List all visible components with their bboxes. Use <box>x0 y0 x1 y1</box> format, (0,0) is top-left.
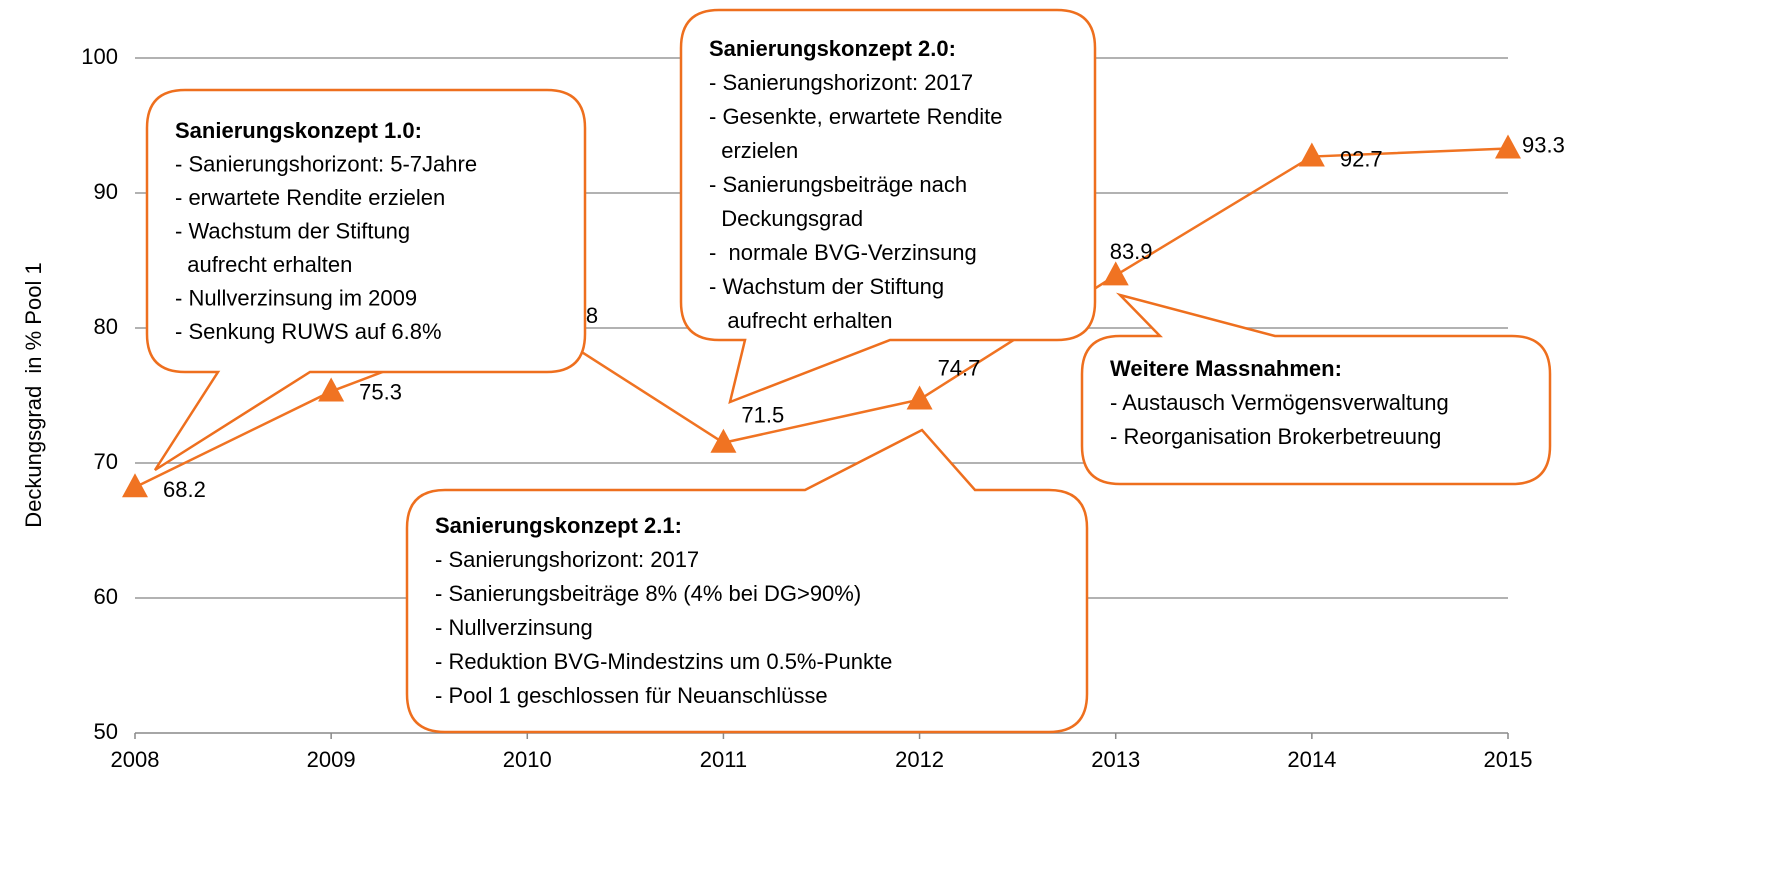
y-tick-label: 80 <box>94 314 118 339</box>
callout-line: - Sanierungshorizont: 2017 <box>435 547 699 572</box>
y-tick-label: 60 <box>94 584 118 609</box>
x-tick-label: 2015 <box>1484 747 1533 772</box>
callout-line: - Nullverzinsung <box>435 615 593 640</box>
callout-line: erzielen <box>709 138 798 163</box>
callout-line: aufrecht erhalten <box>709 308 892 333</box>
data-label: 74.7 <box>938 355 981 380</box>
callout-line: - Sanierungshorizont: 2017 <box>709 70 973 95</box>
x-tick-label: 2014 <box>1287 747 1336 772</box>
x-tick-label: 2012 <box>895 747 944 772</box>
y-axis-label: Deckungsgrad in % Pool 1 <box>21 262 46 527</box>
marker <box>1102 261 1129 286</box>
callout-line: - Reduktion BVG-Mindestzins um 0.5%-Punk… <box>435 649 892 674</box>
callout-line: - erwartete Rendite erzielen <box>175 185 445 210</box>
callout-title: Sanierungskonzept 1.0: <box>175 118 422 143</box>
callout-line: Deckungsgrad <box>709 206 863 231</box>
callout-line: - Wachstum der Stiftung <box>175 218 410 243</box>
marker <box>1495 134 1521 159</box>
series-line <box>134 147 1509 489</box>
callout-line: - normale BVG-Verzinsung <box>709 240 977 265</box>
marker <box>122 473 148 498</box>
callout-line: - Senkung RUWS auf 6.8% <box>175 319 442 344</box>
y-tick-label: 70 <box>94 449 118 474</box>
data-label: 75.3 <box>359 379 402 404</box>
callout-line: - Reorganisation Brokerbetreuung <box>1110 424 1441 449</box>
callout <box>1080 292 1552 486</box>
callout <box>679 8 1097 405</box>
data-label: 83.9 <box>1110 239 1153 264</box>
marker <box>906 385 933 410</box>
marker <box>710 428 737 453</box>
data-label: 71.5 <box>741 403 784 428</box>
data-label: 68.2 <box>163 477 206 502</box>
callout-title: Sanierungskonzept 2.0: <box>709 36 956 61</box>
callout-line: - Wachstum der Stiftung <box>709 274 944 299</box>
y-tick-label: 100 <box>81 44 118 69</box>
y-tick-label: 90 <box>94 179 118 204</box>
marker <box>1298 142 1325 167</box>
callout-line: - Nullverzinsung im 2009 <box>175 285 417 310</box>
x-tick-label: 2013 <box>1091 747 1140 772</box>
x-tick-label: 2010 <box>503 747 552 772</box>
x-tick-label: 2011 <box>700 747 747 772</box>
marker <box>318 377 345 402</box>
callout-line: - Gesenkte, erwartete Rendite <box>709 104 1002 129</box>
callout <box>405 428 1089 734</box>
callout-line: aufrecht erhalten <box>175 252 352 277</box>
callout <box>145 88 587 472</box>
callout-line: - Sanierungshorizont: 5-7Jahre <box>175 151 477 176</box>
callout-line: - Pool 1 geschlossen für Neuanschlüsse <box>435 683 828 708</box>
callout-title: Weitere Massnahmen: <box>1110 356 1342 381</box>
callout-line: - Sanierungsbeiträge nach <box>709 172 967 197</box>
data-label: 92.7 <box>1340 146 1383 171</box>
x-tick-label: 2009 <box>307 747 356 772</box>
data-label: 93.3 <box>1522 132 1565 157</box>
callout-title: Sanierungskonzept 2.1: <box>435 513 682 538</box>
callout-line: - Sanierungsbeiträge 8% (4% bei DG>90%) <box>435 581 861 606</box>
x-tick-label: 2008 <box>111 747 160 772</box>
y-tick-label: 50 <box>94 719 118 744</box>
callout-line: - Austausch Vermögensverwaltung <box>1110 390 1449 415</box>
